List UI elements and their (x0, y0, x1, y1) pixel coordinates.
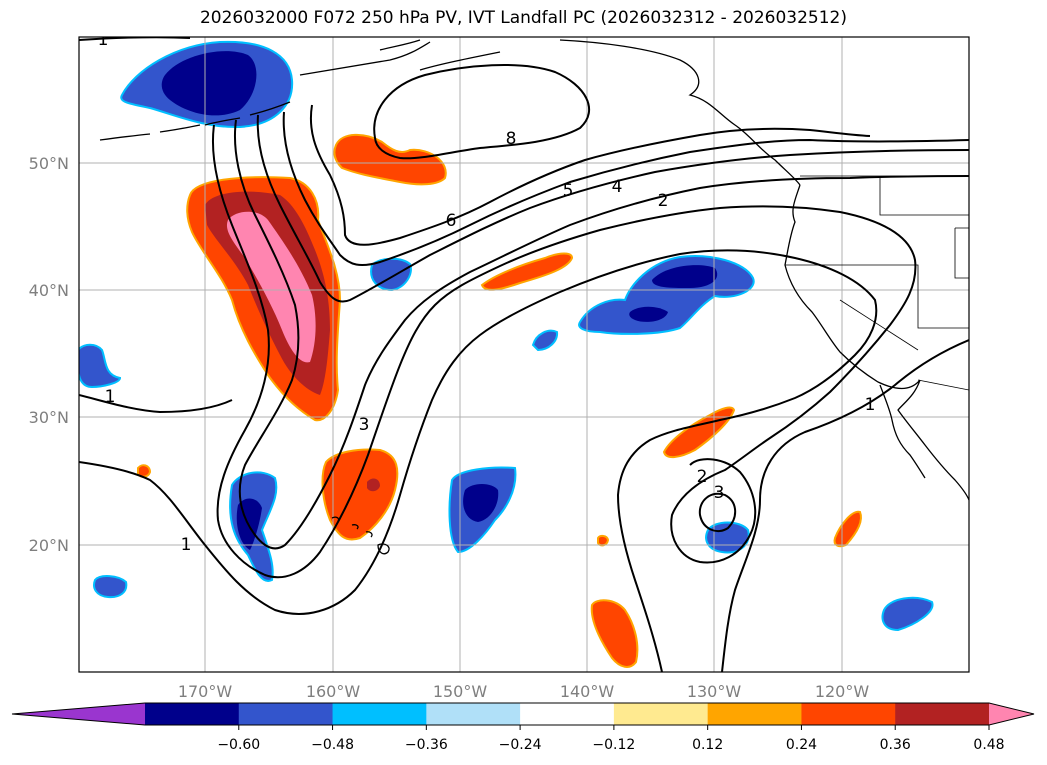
coastline-north-america (784, 184, 969, 501)
pv-anomaly-negative (652, 265, 718, 288)
colorbar-segment (707, 703, 802, 725)
contour-label: 2 (697, 467, 708, 487)
map-frame (78, 36, 970, 673)
pv-anomaly-positive (333, 133, 447, 186)
colorbar-tick-label: −0.36 (405, 737, 448, 753)
contour-1-east (721, 339, 969, 672)
negative-pv-anomalies (79, 40, 934, 632)
contour-6 (309, 104, 871, 246)
colorbar-segment (332, 703, 427, 725)
coastline-hawaii (331, 516, 390, 555)
contour-2 (211, 124, 917, 579)
state-borders (785, 175, 969, 391)
colorbar-segment (613, 703, 709, 725)
map-area: 1 8 5 4 2 6 1 3 1 1 2 3 (79, 30, 969, 672)
pv-anomaly-negative (93, 575, 128, 599)
pv-anomaly-positive (590, 599, 639, 668)
colorbar-tick-label: −0.24 (499, 737, 542, 753)
colorbar-extend-max (989, 703, 1034, 725)
colorbar-segment (426, 703, 521, 725)
pv-anomaly-positive (597, 534, 610, 547)
contour-5 (282, 111, 969, 267)
contour-label: 3 (359, 415, 370, 435)
colorbar-tick-label: 0.12 (692, 737, 723, 753)
lon-label-170w: 170°W (178, 682, 233, 701)
coastline-baja (879, 384, 926, 479)
contour-label: 4 (612, 177, 623, 197)
contour-label: 8 (506, 129, 517, 149)
colorbar-outline (11, 702, 1035, 726)
longitude-labels: 170°W 160°W 150°W 140°W 130°W 120°W (178, 682, 870, 701)
contour-label: 6 (446, 211, 457, 231)
contour-4 (256, 114, 969, 303)
pv-anomaly-negative (79, 343, 122, 389)
lon-label-130w: 130°W (687, 682, 742, 701)
contour-labels: 1 8 5 4 2 6 1 3 1 1 2 3 (98, 30, 876, 555)
lon-label-150w: 150°W (433, 682, 488, 701)
colorbar-segment (520, 703, 615, 725)
contour-label: 1 (181, 535, 192, 555)
contour-label: 1 (105, 387, 116, 407)
colorbar: −0.60 −0.48 −0.36 −0.24 −0.12 0.12 0.24 0.36 0.4… (11, 702, 1035, 753)
pv-anomaly-positive (367, 478, 380, 492)
contour-label: 2 (658, 191, 669, 211)
colorbar-segments (11, 702, 1035, 726)
colorbar-tick-label: −0.60 (217, 737, 260, 753)
lat-label-50n: 50°N (29, 154, 69, 173)
pv-anomaly-negative (705, 521, 750, 554)
coastlines (99, 39, 969, 555)
colorbar-tick-label: −0.48 (311, 737, 354, 753)
page-title: 2026032000 F072 250 hPa PV, IVT Landfall… (199, 8, 847, 28)
colorbar-extend-min (12, 703, 145, 725)
contour-label: 3 (714, 483, 725, 503)
contour-label: 1 (865, 395, 876, 415)
pv-anomaly-negative (629, 306, 668, 322)
colorbar-segment (895, 703, 990, 725)
pv-anomaly-positive (480, 252, 574, 291)
colorbar-segment (145, 703, 240, 725)
coastline-aleutians (99, 101, 291, 141)
latitude-labels: 50°N 40°N 30°N 20°N (29, 154, 69, 555)
colorbar-ticks: −0.60 −0.48 −0.36 −0.24 −0.12 0.12 0.24 0.36 0.4… (217, 725, 1005, 753)
contour-label: 5 (563, 181, 574, 201)
pv-anomaly-positive (226, 211, 316, 363)
pv-anomaly-negative (881, 596, 934, 632)
coastline-alaska (299, 39, 801, 186)
contour-8 (373, 63, 591, 160)
colorbar-segment (238, 703, 334, 725)
lon-label-140w: 140°W (560, 682, 615, 701)
ivt-contours (79, 37, 969, 672)
lat-label-30n: 30°N (29, 408, 69, 427)
colorbar-tick-label: 0.36 (880, 737, 911, 753)
lat-label-40n: 40°N (29, 281, 69, 300)
lon-label-160w: 160°W (306, 682, 361, 701)
contour-3 (234, 119, 969, 550)
contour-3-cell (698, 492, 737, 533)
pv-anomaly-negative (463, 484, 499, 522)
lon-label-120w: 120°W (815, 682, 870, 701)
colorbar-segment (801, 703, 896, 725)
contour-label: 1 (98, 30, 109, 50)
pv-anomaly-negative (531, 329, 559, 352)
lat-label-20n: 20°N (29, 536, 69, 555)
pv-anomaly-negative (161, 51, 257, 116)
colorbar-tick-label: 0.48 (973, 737, 1004, 753)
colorbar-tick-label: 0.24 (786, 737, 817, 753)
colorbar-tick-label: −0.12 (592, 737, 635, 753)
contour-1 (79, 249, 878, 672)
